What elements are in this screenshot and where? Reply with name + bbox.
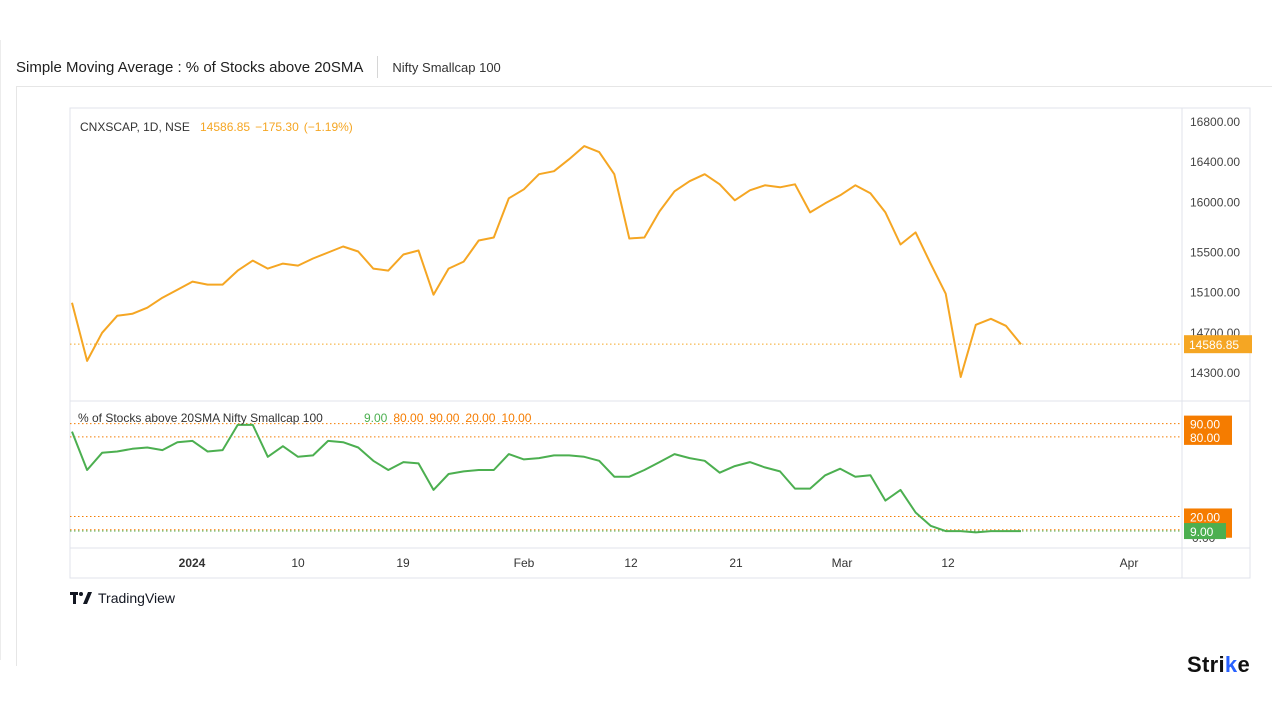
- price-axis-tick-label: 16400.00: [1190, 155, 1240, 169]
- last-price-badge-label: 14586.85: [1189, 338, 1239, 352]
- price-axis-tick-label: 14300.00: [1190, 366, 1240, 380]
- price-series-line: [71, 145, 1022, 378]
- time-axis-tick-label: 12: [624, 556, 638, 570]
- time-axis-tick-label: Mar: [832, 556, 853, 570]
- time-axis-tick-label: 2024: [179, 556, 206, 570]
- page-title: Simple Moving Average : % of Stocks abov…: [16, 58, 364, 76]
- time-axis-tick-label: 12: [941, 556, 955, 570]
- reference-badge-20.00: [1184, 508, 1232, 525]
- chart-panel: [16, 86, 1272, 666]
- price-legend-last: 14586.85: [200, 120, 250, 134]
- strike-logo-suffix: e: [1237, 652, 1250, 677]
- header-divider: [377, 56, 379, 78]
- price-legend-change: −175.30: [255, 120, 299, 134]
- price-legend-change_pct: (−1.19%): [304, 120, 353, 134]
- reference-badge-80.00: [1184, 428, 1232, 445]
- price-legend-values: 14586.85 −175.30 (−1.19%): [200, 120, 353, 134]
- tradingview-label: TradingView: [98, 590, 176, 606]
- page-left-border: [0, 40, 1, 660]
- time-axis-tick-label: 10: [291, 556, 305, 570]
- last-breadth-badge-label: 9.00: [1190, 525, 1214, 539]
- price-axis-tick-label: 15500.00: [1190, 246, 1240, 260]
- last-price-badge: [1184, 335, 1252, 354]
- breadth-legend-title: % of Stocks above 20SMA Nifty Smallcap 1…: [78, 411, 323, 425]
- price-legend-title: CNXSCAP, 1D, NSE: [80, 120, 190, 134]
- breadth-legend-values: 9.00 80.00 90.00 20.00 10.00: [364, 411, 532, 425]
- reference-badge-label: 90.00: [1190, 418, 1220, 432]
- breadth-legend-value: 90.00: [429, 411, 459, 425]
- chart-header: Simple Moving Average : % of Stocks abov…: [16, 56, 501, 78]
- breadth-legend-value: 9.00: [364, 411, 388, 425]
- reference-badge-label: 80.00: [1190, 431, 1220, 445]
- chart-frame: [69, 107, 1251, 579]
- strike-logo-prefix: Stri: [1187, 652, 1225, 677]
- price-axis-tick-label: 16800.00: [1190, 115, 1240, 129]
- time-axis-tick-label: Apr: [1120, 556, 1139, 570]
- breadth-legend-value: 10.00: [501, 411, 531, 425]
- reference-badge-label: 20.00: [1190, 510, 1220, 524]
- time-axis-tick-label: 19: [396, 556, 410, 570]
- tradingview-brand[interactable]: TradingView: [70, 590, 175, 606]
- index-subtitle: Nifty Smallcap 100: [392, 59, 501, 75]
- reference-badge-90.00: [1184, 415, 1232, 432]
- breadth-series-line: [71, 423, 1021, 534]
- breadth-legend-value: 20.00: [465, 411, 495, 425]
- strike-logo: Strike: [1187, 652, 1250, 678]
- breadth-legend-value: 80.00: [393, 411, 423, 425]
- tradingview-logo-icon: [70, 592, 92, 604]
- last-breadth-badge: [1184, 523, 1226, 540]
- time-axis-tick-label: 21: [729, 556, 743, 570]
- strike-logo-k: k: [1224, 652, 1238, 677]
- time-axis-tick-label: Feb: [514, 556, 535, 570]
- price-axis-tick-label: 15100.00: [1190, 286, 1240, 300]
- price-axis-tick-label: 16000.00: [1190, 195, 1240, 209]
